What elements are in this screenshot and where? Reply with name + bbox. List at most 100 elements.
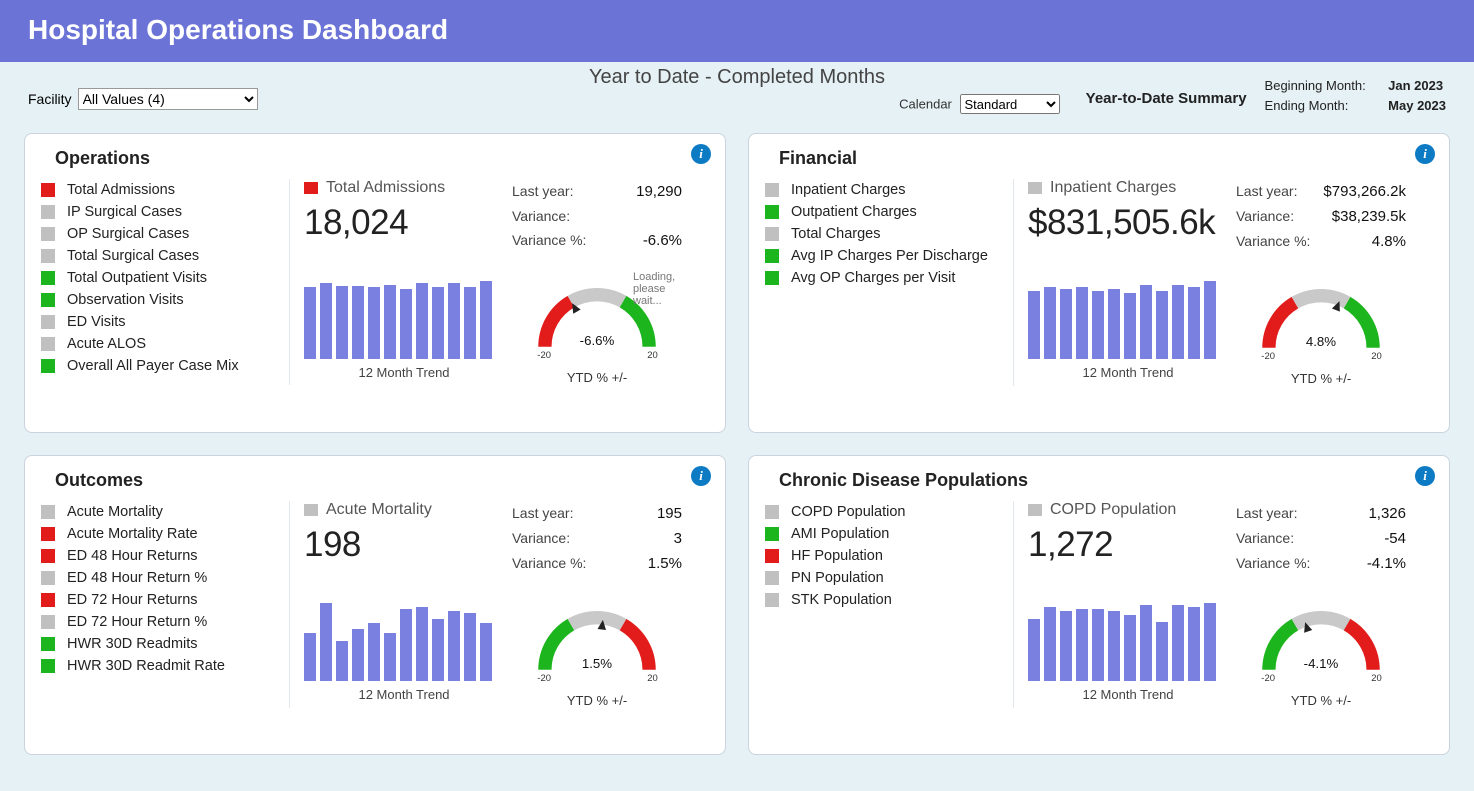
trend-bar <box>336 286 348 359</box>
metric-item[interactable]: Acute Mortality <box>41 501 279 523</box>
begin-month-label: Beginning Month: <box>1265 76 1385 96</box>
status-square-icon <box>41 205 55 219</box>
variance-label: Variance: <box>512 530 570 547</box>
selected-metric-label: Acute Mortality <box>326 501 432 519</box>
variancepct-value: 4.8% <box>1372 233 1406 250</box>
metric-item[interactable]: ED 72 Hour Returns <box>41 589 279 611</box>
metric-label: HWR 30D Readmit Rate <box>67 658 225 674</box>
calendar-select[interactable]: Standard <box>960 94 1060 114</box>
metric-item[interactable]: STK Population <box>765 589 1003 611</box>
metric-item[interactable]: Total Outpatient Visits <box>41 267 279 289</box>
selected-metric-label: Inpatient Charges <box>1050 179 1176 197</box>
gauge-chart: -4.1% -20 20 YTD % +/- <box>1236 594 1406 708</box>
status-square-icon <box>765 571 779 585</box>
trend-caption: 12 Month Trend <box>304 687 504 702</box>
trend-bar <box>336 641 348 681</box>
variancepct-value: -4.1% <box>1367 555 1406 572</box>
svg-text:-20: -20 <box>537 350 551 361</box>
trend-bar <box>432 287 444 359</box>
lastyear-label: Last year: <box>512 183 573 200</box>
trend-bar <box>464 287 476 359</box>
metric-label: Acute Mortality <box>67 504 163 520</box>
trend-bar <box>1108 289 1120 359</box>
info-icon[interactable]: i <box>1415 144 1435 164</box>
trend-bar <box>384 633 396 681</box>
metric-label: PN Population <box>791 570 884 586</box>
info-icon[interactable]: i <box>1415 466 1435 486</box>
trend-bar <box>480 281 492 359</box>
metric-item[interactable]: Outpatient Charges <box>765 201 1003 223</box>
metric-item[interactable]: HWR 30D Readmit Rate <box>41 655 279 677</box>
lastyear-label: Last year: <box>512 505 573 522</box>
info-icon[interactable]: i <box>691 466 711 486</box>
gauge-caption: YTD % +/- <box>512 370 682 385</box>
status-square-icon <box>41 615 55 629</box>
trend-bar <box>1108 611 1120 681</box>
metric-item[interactable]: Total Charges <box>765 223 1003 245</box>
filter-bar: Facility All Values (4) Year to Date - C… <box>0 62 1474 119</box>
metric-item[interactable]: ED 72 Hour Return % <box>41 611 279 633</box>
metric-label: Acute ALOS <box>67 336 146 352</box>
metric-item[interactable]: Acute ALOS <box>41 333 279 355</box>
selected-marker-icon <box>304 504 318 516</box>
status-square-icon <box>765 593 779 607</box>
status-square-icon <box>41 505 55 519</box>
metric-item[interactable]: Observation Visits <box>41 289 279 311</box>
metric-label: Avg OP Charges per Visit <box>791 270 955 286</box>
metric-item[interactable]: Overall All Payer Case Mix <box>41 355 279 377</box>
metric-label: IP Surgical Cases <box>67 204 182 220</box>
lastyear-value: $793,266.2k <box>1323 183 1406 200</box>
outcomes-card: i Outcomes Acute Mortality Acute Mortali… <box>24 455 726 755</box>
metric-label: HWR 30D Readmits <box>67 636 198 652</box>
metric-label: Observation Visits <box>67 292 184 308</box>
metric-item[interactable]: Avg IP Charges Per Discharge <box>765 245 1003 267</box>
info-icon[interactable]: i <box>691 144 711 164</box>
metric-item[interactable]: Avg OP Charges per Visit <box>765 267 1003 289</box>
trend-caption: 12 Month Trend <box>304 365 504 380</box>
metric-item[interactable]: COPD Population <box>765 501 1003 523</box>
metric-item[interactable]: HWR 30D Readmits <box>41 633 279 655</box>
trend-bar <box>320 603 332 681</box>
facility-select[interactable]: All Values (4) <box>78 88 258 110</box>
selected-metric-value: 1,272 <box>1028 525 1228 565</box>
metric-item[interactable]: HF Population <box>765 545 1003 567</box>
metric-item[interactable]: OP Surgical Cases <box>41 223 279 245</box>
page-title: Hospital Operations Dashboard <box>0 0 1474 62</box>
metric-item[interactable]: Total Surgical Cases <box>41 245 279 267</box>
selected-metric-label: Total Admissions <box>326 179 445 197</box>
metric-item[interactable]: Acute Mortality Rate <box>41 523 279 545</box>
trend-bar <box>368 623 380 681</box>
metric-list: COPD Population AMI Population HF Popula… <box>765 501 1003 611</box>
trend-bar <box>1204 603 1216 681</box>
metric-item[interactable]: Total Admissions <box>41 179 279 201</box>
selected-metric-label: COPD Population <box>1050 501 1176 519</box>
variance-label: Variance: <box>512 208 570 224</box>
metric-item[interactable]: ED 48 Hour Return % <box>41 567 279 589</box>
metric-item[interactable]: ED Visits <box>41 311 279 333</box>
trend-chart: 12 Month Trend <box>304 601 504 702</box>
status-square-icon <box>41 183 55 197</box>
svg-text:20: 20 <box>1371 673 1382 684</box>
status-square-icon <box>765 271 779 285</box>
gauge-chart: 1.5% -20 20 YTD % +/- <box>512 594 682 708</box>
metric-item[interactable]: PN Population <box>765 567 1003 589</box>
status-square-icon <box>41 227 55 241</box>
metric-item[interactable]: ED 48 Hour Returns <box>41 545 279 567</box>
period-label: Year to Date - Completed Months <box>589 66 885 89</box>
trend-bar <box>352 629 364 681</box>
metric-item[interactable]: IP Surgical Cases <box>41 201 279 223</box>
end-month-value: May 2023 <box>1388 98 1446 113</box>
metric-item[interactable]: AMI Population <box>765 523 1003 545</box>
trend-bar <box>448 611 460 681</box>
trend-caption: 12 Month Trend <box>1028 365 1228 380</box>
status-square-icon <box>765 205 779 219</box>
metric-label: Overall All Payer Case Mix <box>67 358 239 374</box>
card-title: Financial <box>779 148 1433 169</box>
metric-label: HF Population <box>791 548 883 564</box>
lastyear-label: Last year: <box>1236 183 1297 200</box>
trend-bar <box>1140 285 1152 359</box>
trend-bar <box>1092 291 1104 359</box>
metric-item[interactable]: Inpatient Charges <box>765 179 1003 201</box>
variance-label: Variance: <box>1236 208 1294 225</box>
trend-bar <box>448 283 460 359</box>
